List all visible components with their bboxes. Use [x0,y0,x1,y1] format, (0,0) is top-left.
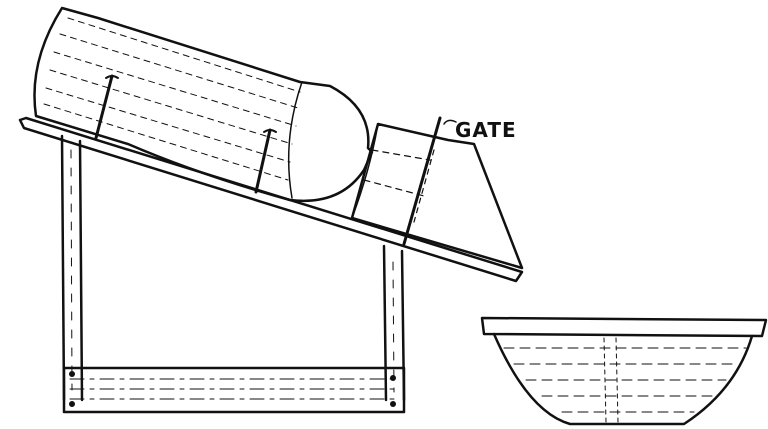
gate-chute [350,122,524,270]
stand-base-board [62,366,406,414]
stand-left-post [60,134,84,402]
screw-icon [69,401,75,407]
bottle-strap-right [254,128,277,194]
inclined-board [18,116,524,283]
bottle [33,6,374,203]
gate-plate[interactable] [402,116,442,246]
screw-icon [390,375,396,381]
gate-label: GATE [455,118,517,142]
bottle-strap-left [94,74,119,140]
gate-label-leader [443,119,457,125]
screw-icon [69,371,75,377]
screw-icon [390,401,396,407]
bowl [480,316,768,426]
